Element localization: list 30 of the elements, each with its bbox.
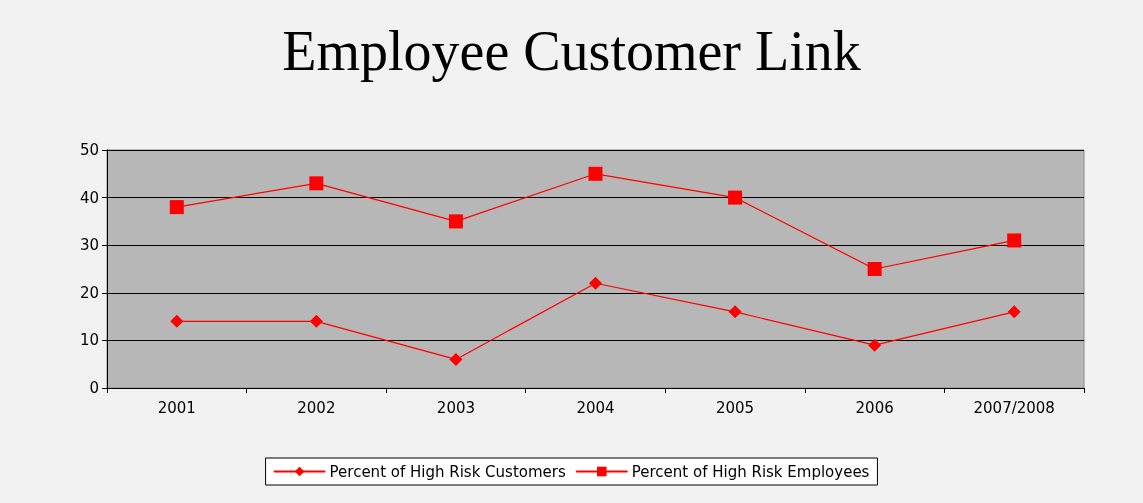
point	[588, 166, 603, 181]
y-tick-label: 10	[79, 331, 99, 350]
y-tick-label: 30	[79, 236, 99, 255]
legend-label: Percent of High Risk Customers	[329, 462, 566, 481]
point	[867, 262, 882, 276]
point	[309, 176, 324, 191]
point	[868, 338, 882, 352]
point	[1007, 233, 1022, 248]
chart-title: Employee Customer Link	[282, 20, 861, 82]
x-tick-label: 2002	[297, 398, 336, 417]
y-tick-label: 0	[89, 379, 99, 397]
x-tick-label: 2003	[436, 398, 476, 417]
point	[170, 314, 184, 328]
point	[448, 214, 463, 229]
y-tick-label: 50	[79, 141, 99, 159]
point	[728, 305, 742, 319]
point	[309, 314, 323, 328]
y-tick-label: 20	[79, 283, 99, 302]
point	[169, 200, 184, 215]
point	[1007, 305, 1021, 319]
x-tick-label: 2001	[157, 398, 196, 417]
point	[589, 276, 602, 290]
y-tick-label: 40	[79, 188, 99, 207]
x-tick-label: 2005	[715, 398, 755, 417]
x-tick-label: 2007/2008	[973, 398, 1055, 417]
legend-label: Percent of High Risk Employees	[631, 462, 870, 481]
x-tick-label: 2004	[576, 398, 615, 417]
point	[449, 352, 463, 366]
x-tick-label: 2006	[855, 398, 894, 417]
point	[728, 190, 743, 205]
